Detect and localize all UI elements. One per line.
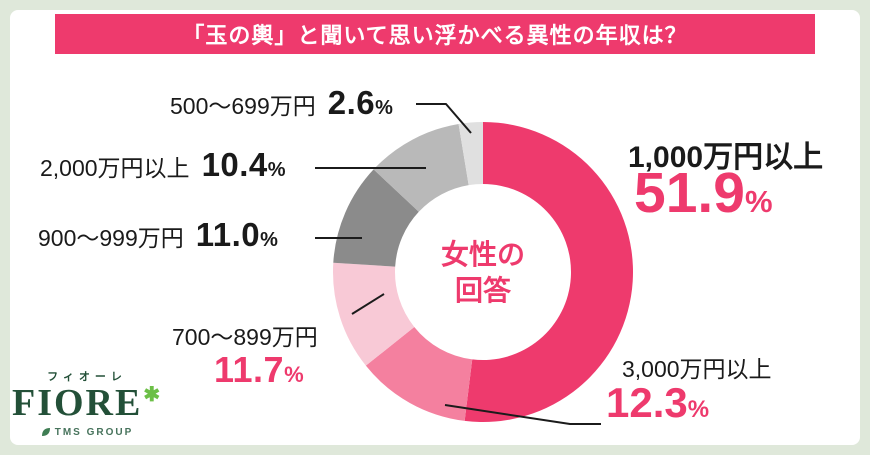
chart-center-label: 女性の 回答 <box>403 237 563 310</box>
title-banner: 「玉の輿」と聞いて思い浮かべる異性の年収は？ <box>55 14 815 54</box>
center-label-line1: 女性の <box>440 239 525 270</box>
callout-line-700-899 <box>351 293 385 315</box>
pct-2000: 10.4% <box>201 146 287 183</box>
donut-segment-5 <box>458 122 483 186</box>
logo-asterisk-icon: ✱ <box>143 384 163 407</box>
callout-line-3000 <box>444 404 601 425</box>
category-3000: 3,000万円以上 <box>622 356 772 382</box>
category-1000: 1,000万円以上 <box>628 141 824 174</box>
logo-kana: フィオーレ <box>47 371 127 383</box>
category-2000: 2,000万円以上 <box>40 155 190 181</box>
pct-3000: 12.3% <box>606 379 710 426</box>
donut-segment-0 <box>464 122 633 422</box>
tms-leaf-icon <box>41 428 50 437</box>
pct-700-899: 11.7% <box>214 349 305 390</box>
pct-900-999: 11.0% <box>195 216 279 253</box>
category-500-699: 500～699万円 <box>170 93 316 119</box>
tms-group-text: TMS GROUP <box>54 426 134 438</box>
donut-segment-1 <box>365 326 473 421</box>
logo-text: FIORE <box>12 382 143 424</box>
label-900-999: 900～999万円 11.0% <box>38 216 278 254</box>
fiore-logo: フィオーレ FIORE✱ TMS GROUP <box>12 368 162 438</box>
pct-500-699: 2.6% <box>327 84 394 121</box>
label-500-699: 500～699万円 2.6% <box>170 84 393 122</box>
donut-segment-3 <box>333 169 419 267</box>
logo-wordmark: FIORE✱ <box>12 382 163 424</box>
category-900-999: 900～999万円 <box>38 225 184 251</box>
label-2000: 2,000万円以上 10.4% <box>40 146 286 184</box>
callout-line-500-699 <box>416 103 472 134</box>
center-label-line2: 回答 <box>454 275 511 307</box>
pct-1000: 51.9% <box>634 161 773 225</box>
logo-group-line: TMS GROUP <box>12 427 162 438</box>
category-700-899: 700～899万円 <box>172 324 318 350</box>
page-title: 「玉の輿」と聞いて思い浮かべる異性の年収は？ <box>182 23 688 48</box>
donut-segment-2 <box>333 262 415 366</box>
